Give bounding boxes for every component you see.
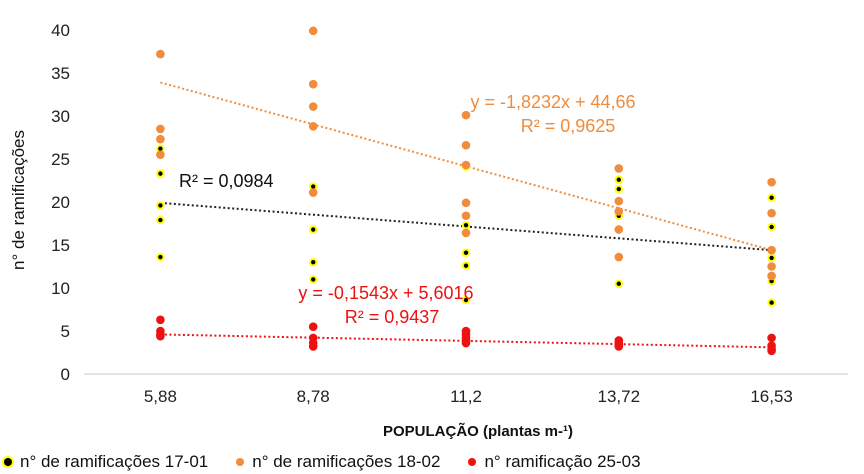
data-point [767,333,776,343]
data-point [767,262,776,271]
legend-item-17-01: n° de ramificações 17-01 [4,452,208,472]
y-tick-label: 10 [51,279,70,298]
x-tick-label: 8,78 [297,387,330,406]
data-point [308,102,318,111]
data-point [614,196,624,206]
legend-marker-18-02 [236,458,245,466]
legend-marker-17-01 [4,458,12,466]
data-point [308,322,318,332]
legend-marker-25-03 [468,458,477,466]
annotation-17-01-r2: R² = 0,0984 [179,171,274,191]
data-point [156,315,165,325]
data-point [461,198,471,208]
x-axis-ticks: 5,88 8,78 11,2 13,72 16,53 [144,387,793,406]
data-point [308,79,318,89]
data-point [461,221,471,230]
data-point [767,346,776,356]
data-point [767,193,776,202]
data-points [156,26,776,356]
data-point [767,298,776,307]
y-tick-label: 35 [51,64,70,83]
y-tick-label: 20 [51,193,70,212]
data-point [461,140,471,150]
annotation-18-02-equation: y = -1,8232x + 44,66 [470,92,635,112]
data-point [767,208,776,218]
data-point [156,169,165,178]
data-point [308,342,318,351]
legend-label-18-02: n° de ramificações 18-02 [252,452,441,471]
annotation-25-03-equation: y = -0,1543x + 5,6016 [298,283,473,303]
data-point [156,124,165,134]
data-point [767,245,776,255]
data-point [461,110,471,120]
y-tick-label: 30 [51,107,70,126]
data-point [308,122,318,131]
data-point [614,175,623,184]
data-point [461,248,471,257]
y-tick-label: 25 [51,150,70,169]
y-tick-label: 0 [61,365,70,384]
data-point [767,271,776,281]
y-tick-label: 15 [51,236,70,255]
legend-item-18-02: n° de ramificações 18-02 [236,452,440,472]
data-point [461,211,471,221]
data-point [156,252,165,262]
x-tick-label: 16,53 [750,387,793,406]
x-tick-label: 5,88 [144,387,177,406]
legend-label-25-03: n° ramificação 25-03 [484,452,641,471]
trendline-series-2 [160,333,772,349]
data-point [614,164,624,173]
y-axis-ticks: 0 5 10 15 20 25 30 35 40 [51,21,70,384]
data-point [614,252,624,262]
y-axis-label: n° de ramificações [9,130,28,270]
x-tick-label: 11,2 [450,387,482,406]
data-point [767,253,776,263]
data-point [156,134,165,144]
data-point [156,215,165,225]
data-point [461,338,471,348]
annotation-25-03-r2: R² = 0,9437 [345,307,440,327]
legend: n° de ramificações 17-01 n° de ramificaç… [0,450,864,474]
legend-item-25-03: n° ramificação 25-03 [468,452,641,472]
data-point [156,150,165,159]
data-point [309,275,318,284]
annotation-18-02-r2: R² = 0,9625 [521,116,616,136]
data-point [614,207,624,216]
data-point [461,228,471,238]
data-point [309,225,318,234]
data-point [156,331,165,341]
data-point [614,225,624,234]
data-point [614,342,624,351]
data-point [156,201,165,210]
data-point [461,295,471,305]
y-tick-label: 40 [51,21,70,40]
x-tick-label: 13,72 [598,387,641,406]
data-point [767,177,776,187]
x-axis-label: POPULAÇÃO (plantas m-¹) [383,422,573,440]
data-point [461,160,471,170]
data-point [461,261,471,270]
y-tick-label: 5 [61,322,70,341]
data-point [767,222,776,232]
data-point [614,184,623,194]
data-point [614,279,623,288]
data-point [156,49,165,59]
data-point [308,26,318,36]
data-point [308,188,318,197]
legend-label-17-01: n° de ramificações 17-01 [20,452,209,471]
data-point [309,258,318,267]
